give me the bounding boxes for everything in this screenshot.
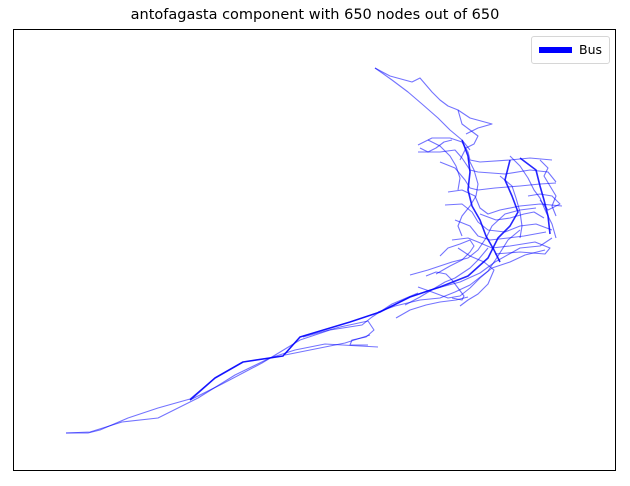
route-edge bbox=[419, 139, 453, 153]
route-edge bbox=[374, 67, 471, 151]
route-edge bbox=[479, 211, 545, 221]
route-edge bbox=[447, 189, 563, 215]
route-edge bbox=[444, 203, 553, 233]
route-edge bbox=[409, 207, 537, 276]
route-edge-main bbox=[189, 159, 519, 401]
route-edge bbox=[499, 175, 523, 239]
legend: Bus bbox=[531, 36, 610, 64]
route-edge bbox=[417, 137, 553, 163]
route-edge bbox=[189, 292, 419, 401]
route-edge bbox=[418, 149, 557, 183]
route-edge bbox=[457, 247, 495, 307]
route-edge bbox=[65, 343, 379, 434]
route-edge bbox=[435, 239, 475, 275]
route-edge bbox=[409, 237, 553, 298]
route-edge bbox=[454, 219, 547, 241]
route-edge-main bbox=[519, 157, 551, 235]
route-edge bbox=[284, 334, 371, 356]
legend-label: Bus bbox=[579, 42, 603, 57]
route-edge bbox=[457, 157, 479, 237]
route-edge bbox=[377, 229, 521, 313]
route-edge bbox=[539, 159, 557, 217]
route-edge bbox=[302, 320, 375, 346]
route-edge bbox=[395, 296, 469, 319]
route-edge-main bbox=[461, 139, 501, 263]
route-edge bbox=[439, 161, 557, 191]
legend-swatch bbox=[539, 47, 572, 53]
route-edge bbox=[427, 139, 461, 191]
plot-area bbox=[13, 29, 616, 471]
route-edge bbox=[417, 249, 546, 299]
route-edge bbox=[404, 247, 489, 306]
chart-title: antofagasta component with 650 nodes out… bbox=[130, 7, 500, 23]
route-edge bbox=[425, 271, 465, 301]
route-edge bbox=[451, 237, 551, 255]
route-edge bbox=[374, 67, 493, 135]
